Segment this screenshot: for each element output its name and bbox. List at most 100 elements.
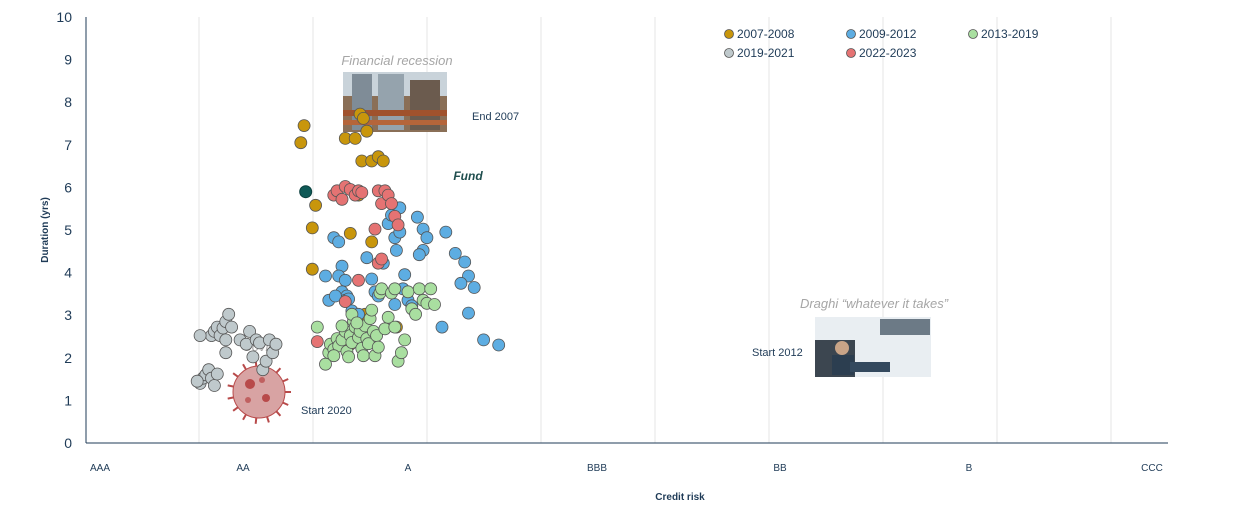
data-point-2022-2023 (368, 222, 382, 236)
fund-point (299, 185, 313, 199)
data-point-2019-2021 (207, 379, 221, 392)
data-point-2013-2019 (319, 357, 332, 371)
legend-label: 2013-2019 (981, 27, 1039, 41)
end-2007-label: End 2007 (472, 111, 519, 123)
x-tick-label: AAA (90, 463, 110, 474)
vertical-gridlines (198, 17, 1112, 443)
x-tick-label: AA (236, 463, 250, 474)
data-point-2007-2008 (360, 124, 374, 138)
data-point-2007-2008 (356, 112, 370, 125)
data-point-2022-2023 (352, 273, 365, 287)
data-point-2013-2019 (350, 316, 364, 330)
data-point-2019-2021 (190, 374, 204, 388)
y-tick-label: 9 (64, 52, 72, 68)
data-point-2013-2019 (398, 333, 412, 347)
data-point-2009-2012 (332, 235, 346, 249)
data-point-2019-2021 (243, 324, 257, 338)
data-point-2019-2021 (219, 346, 233, 360)
data-point-2009-2012 (477, 333, 491, 347)
data-point-2007-2008 (309, 198, 323, 212)
data-point-2009-2012 (492, 338, 506, 352)
data-point-2019-2021 (193, 329, 207, 343)
data-point-2009-2012 (412, 248, 426, 262)
x-tick-label: A (405, 463, 412, 474)
legend-marker (846, 48, 856, 58)
data-point-2009-2012 (328, 289, 342, 303)
data-point-2019-2021 (222, 307, 236, 321)
data-point-2007-2008 (376, 154, 390, 168)
y-axis-title: Duration (yrs) (40, 197, 51, 263)
data-point-2007-2008 (297, 119, 311, 132)
data-point-2013-2019 (356, 349, 370, 363)
data-point-2007-2008 (294, 136, 308, 150)
data-point-2009-2012 (454, 276, 468, 290)
legend-label: 2007-2008 (737, 27, 795, 41)
data-point-2019-2021 (225, 320, 239, 334)
data-point-2009-2012 (389, 243, 403, 257)
legend-marker (968, 29, 978, 39)
legend-marker (724, 48, 734, 58)
y-axis-ticks: 0 1 2 3 4 5 6 7 8 9 10 (56, 9, 72, 451)
data-points (190, 107, 506, 392)
data-point-2013-2019 (428, 298, 441, 311)
data-point-2022-2023 (310, 335, 324, 349)
data-point-2022-2023 (375, 252, 389, 266)
draghi-image (815, 317, 931, 377)
data-point-2007-2008 (305, 221, 319, 235)
data-point-2009-2012 (365, 272, 379, 286)
y-tick-label: 2 (64, 350, 72, 366)
data-point-2009-2012 (420, 231, 434, 245)
x-tick-label: BBB (587, 463, 607, 474)
data-point-2009-2012 (458, 255, 472, 269)
data-point-2009-2012 (462, 306, 475, 320)
data-point-2013-2019 (424, 282, 438, 296)
data-point-2013-2019 (412, 282, 426, 296)
y-tick-label: 4 (64, 265, 72, 281)
y-tick-label: 7 (64, 137, 72, 153)
legend-label: 2022-2023 (859, 46, 917, 60)
data-point-2013-2019 (388, 282, 402, 296)
legend-label: 2019-2021 (737, 46, 795, 60)
start-2020-label: Start 2020 (301, 405, 352, 417)
data-point-2013-2019 (365, 303, 379, 317)
legend-marker (846, 29, 856, 39)
start-2012-label: Start 2012 (752, 347, 803, 359)
data-point-2013-2019 (401, 285, 415, 299)
y-tick-label: 8 (64, 94, 72, 110)
y-tick-label: 5 (64, 222, 72, 238)
y-tick-label: 0 (64, 435, 72, 451)
data-point-2013-2019 (342, 350, 356, 364)
legend-marker (724, 29, 734, 39)
data-point-2022-2023 (338, 295, 352, 309)
x-tick-label: BB (773, 463, 787, 474)
data-point-2013-2019 (381, 310, 395, 324)
data-point-2019-2021 (246, 350, 260, 364)
data-point-2009-2012 (435, 320, 449, 334)
data-point-2013-2019 (335, 319, 349, 333)
data-point-2009-2012 (398, 268, 412, 282)
financial-recession-label: Financial recession (341, 53, 452, 68)
data-point-2019-2021 (269, 337, 283, 351)
x-tick-label: B (966, 463, 973, 474)
y-tick-label: 10 (56, 9, 72, 25)
data-point-2013-2019 (310, 320, 324, 334)
data-point-2009-2012 (319, 269, 332, 283)
data-point-2013-2019 (327, 349, 341, 363)
legend: 2007-2008 2009-2012 2013-2019 2019-2021 2022… (724, 27, 1039, 60)
data-point-2009-2012 (388, 298, 402, 311)
y-tick-label: 1 (64, 392, 72, 408)
data-point-2009-2012 (338, 273, 352, 287)
data-point-2013-2019 (371, 340, 385, 354)
data-point-2013-2019 (388, 320, 402, 334)
data-point-2013-2019 (394, 346, 408, 360)
data-point-2009-2012 (360, 251, 374, 265)
y-tick-label: 6 (64, 179, 72, 195)
financial-recession-image (343, 72, 447, 132)
data-point-2007-2008 (305, 262, 319, 276)
data-point-2022-2023 (385, 197, 398, 211)
x-tick-label: CCC (1141, 463, 1163, 474)
draghi-label: Draghi “whatever it takes” (800, 296, 949, 311)
data-point-2007-2008 (348, 131, 362, 145)
x-axis-ticks: AAA AA A BBB BB B CCC (90, 463, 1163, 474)
